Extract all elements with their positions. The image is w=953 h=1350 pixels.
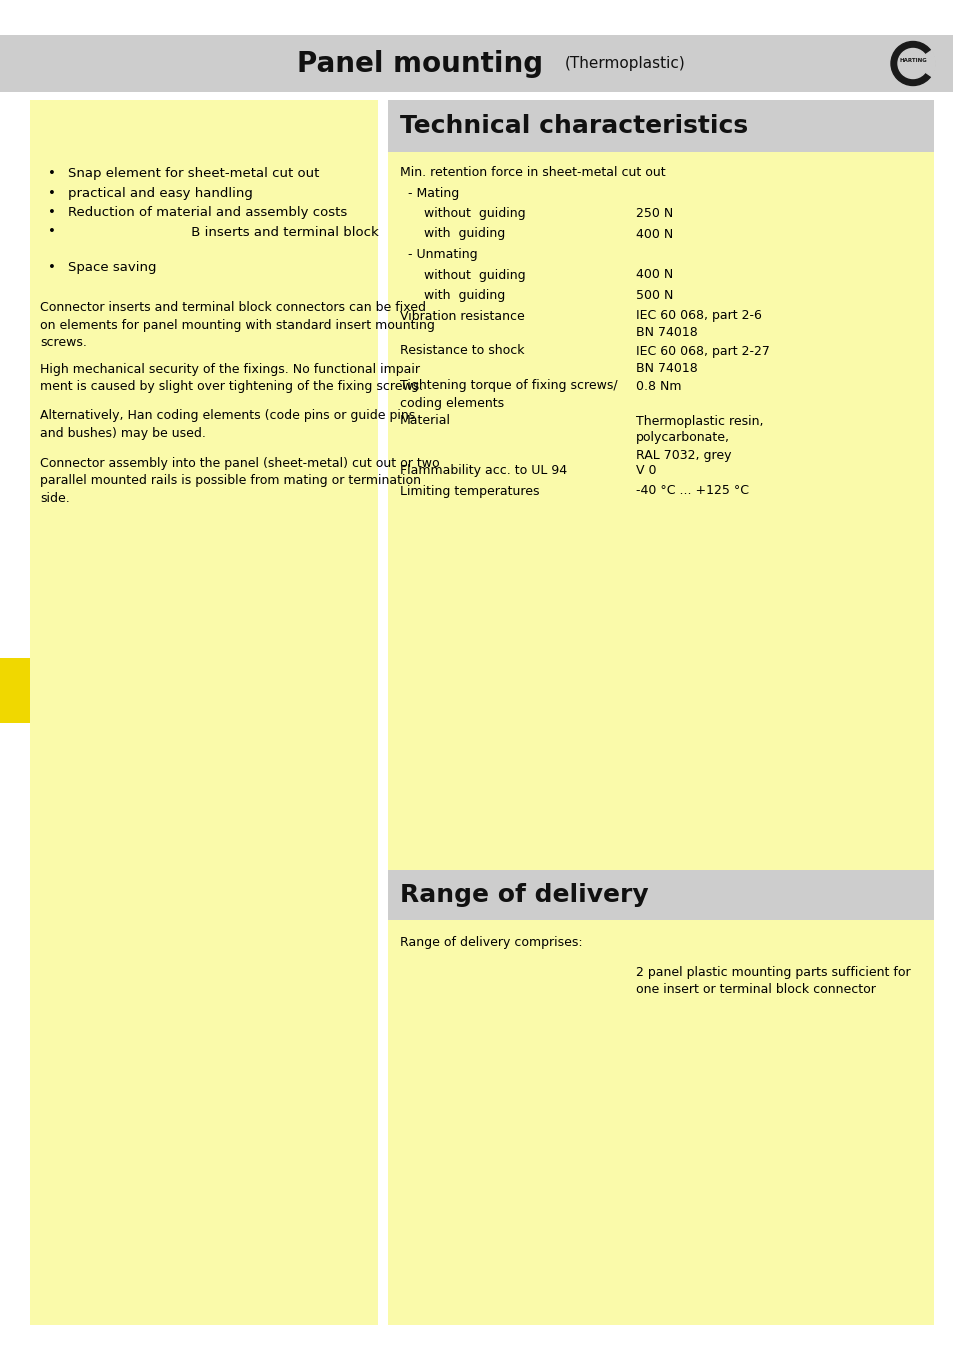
Text: •: • [48, 261, 56, 274]
Text: Flammability acc. to UL 94: Flammability acc. to UL 94 [399, 464, 566, 477]
Text: 400 N: 400 N [636, 228, 673, 240]
Text: Alternatively, Han coding elements (code pins or guide pins
and bushes) may be u: Alternatively, Han coding elements (code… [40, 409, 415, 440]
Bar [0, 657, 30, 724]
Circle shape [890, 42, 934, 85]
Bar [388, 100, 933, 153]
Text: Connector inserts and terminal block connectors can be fixed
on elements for pan: Connector inserts and terminal block con… [40, 301, 435, 350]
Text: •: • [48, 225, 56, 239]
Text: Min. retention force in sheet-metal cut out: Min. retention force in sheet-metal cut … [399, 166, 665, 180]
Circle shape [897, 49, 927, 78]
Text: Resistance to shock: Resistance to shock [399, 344, 524, 358]
Text: - Mating: - Mating [399, 186, 458, 200]
Bar [30, 100, 377, 1324]
Text: Vibration resistance: Vibration resistance [399, 309, 524, 323]
Text: with  guiding: with guiding [399, 289, 505, 302]
Text: - Unmating: - Unmating [399, 248, 477, 261]
Text: •: • [48, 186, 56, 200]
Text: High mechanical security of the fixings. No functional impair
ment is caused by : High mechanical security of the fixings.… [40, 363, 423, 393]
Text: Limiting temperatures: Limiting temperatures [399, 485, 539, 498]
Bar [0, 35, 953, 92]
Text: (Thermoplastic): (Thermoplastic) [564, 55, 685, 72]
Text: Technical characteristics: Technical characteristics [399, 113, 747, 138]
Bar [388, 100, 933, 1324]
Text: 250 N: 250 N [636, 207, 673, 220]
Text: •: • [48, 167, 56, 180]
Text: HARTING: HARTING [898, 58, 926, 63]
Text: without  guiding: without guiding [399, 269, 525, 282]
Text: 0.8 Nm: 0.8 Nm [636, 379, 680, 393]
Wedge shape [912, 50, 935, 77]
Text: Space saving: Space saving [68, 261, 156, 274]
Text: without  guiding: without guiding [399, 207, 525, 220]
Text: •: • [48, 207, 56, 219]
Text: 2 panel plastic mounting parts sufficient for
one insert or terminal block conne: 2 panel plastic mounting parts sufficien… [636, 967, 910, 996]
Text: Reduction of material and assembly costs: Reduction of material and assembly costs [68, 207, 347, 219]
Text: Panel mounting: Panel mounting [296, 50, 542, 77]
Text: IEC 60 068, part 2-6
BN 74018: IEC 60 068, part 2-6 BN 74018 [636, 309, 761, 339]
Text: IEC 60 068, part 2-27
BN 74018: IEC 60 068, part 2-27 BN 74018 [636, 344, 769, 374]
Text: Range of delivery: Range of delivery [399, 883, 648, 907]
Text: practical and easy handling: practical and easy handling [68, 186, 253, 200]
Text: Connector assembly into the panel (sheet-metal) cut out or two
parallel mounted : Connector assembly into the panel (sheet… [40, 456, 439, 505]
Bar [388, 869, 933, 919]
Text: 400 N: 400 N [636, 269, 673, 282]
Text: V 0: V 0 [636, 464, 656, 477]
Text: with  guiding: with guiding [399, 228, 505, 240]
Text: Thermoplastic resin,
polycarbonate,
RAL 7032, grey: Thermoplastic resin, polycarbonate, RAL … [636, 414, 762, 462]
Text: 500 N: 500 N [636, 289, 673, 302]
Text: B inserts and terminal block: B inserts and terminal block [68, 225, 378, 239]
Text: Material: Material [399, 414, 451, 428]
Text: Snap element for sheet-metal cut out: Snap element for sheet-metal cut out [68, 167, 319, 180]
Text: -40 °C ... +125 °C: -40 °C ... +125 °C [636, 485, 748, 498]
Text: Range of delivery comprises:: Range of delivery comprises: [399, 936, 582, 949]
Text: Tightening torque of fixing screws/
coding elements: Tightening torque of fixing screws/ codi… [399, 379, 617, 409]
